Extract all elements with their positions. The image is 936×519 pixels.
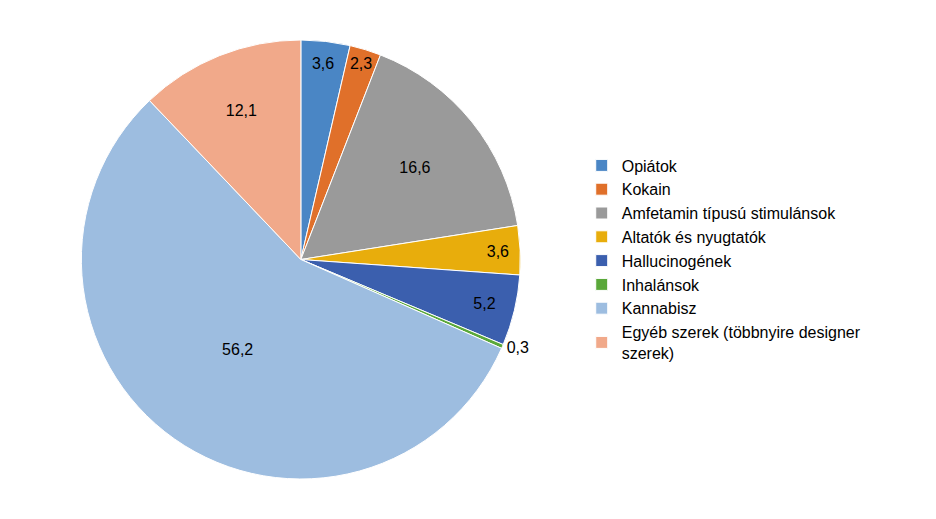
svg-text:Opiátok: Opiátok	[622, 158, 678, 175]
svg-text:3,6: 3,6	[312, 55, 334, 72]
svg-text:16,6: 16,6	[399, 159, 430, 176]
svg-text:3,6: 3,6	[487, 243, 509, 260]
svg-text:Kannabisz: Kannabisz	[622, 300, 697, 317]
svg-text:Inhalánsok: Inhalánsok	[622, 277, 700, 294]
svg-text:Hallucinogének: Hallucinogének	[622, 253, 732, 270]
svg-text:Kokain: Kokain	[622, 181, 671, 198]
svg-text:12,1: 12,1	[226, 102, 257, 119]
svg-text:2,3: 2,3	[350, 55, 372, 72]
svg-text:Altatók és nyugtatók: Altatók és nyugtatók	[622, 229, 767, 246]
svg-text:Amfetamin típusú stimulánsok: Amfetamin típusú stimulánsok	[622, 205, 836, 222]
svg-text:Egyéb szerek (többnyire design: Egyéb szerek (többnyire designerszerek)	[622, 324, 861, 362]
svg-text:56,2: 56,2	[222, 341, 253, 358]
svg-text:0,3: 0,3	[507, 339, 529, 356]
svg-text:5,2: 5,2	[473, 295, 495, 312]
